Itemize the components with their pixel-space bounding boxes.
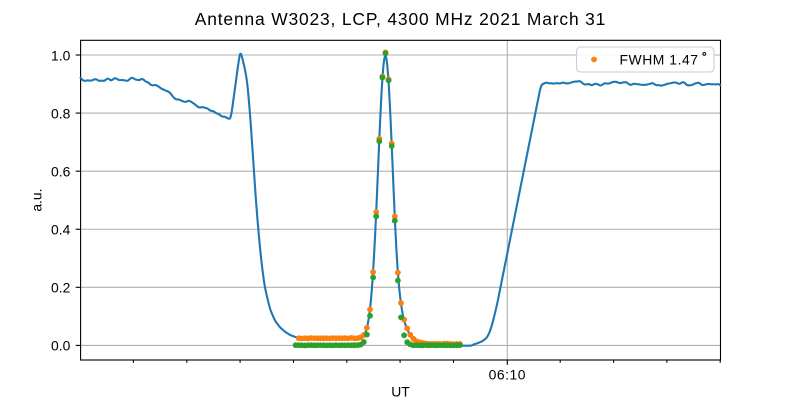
svg-text:Antenna W3023, LCP, 4300 MHz 2: Antenna W3023, LCP, 4300 MHz 2021 March …: [195, 9, 606, 29]
svg-text:FWHM 1.47: FWHM 1.47: [620, 51, 699, 67]
svg-text:0.0: 0.0: [51, 338, 71, 354]
svg-text:UT: UT: [391, 384, 410, 400]
svg-text:0.4: 0.4: [51, 222, 71, 238]
svg-text:06:10: 06:10: [489, 367, 526, 383]
svg-text:0.6: 0.6: [51, 164, 71, 180]
svg-text:1.0: 1.0: [51, 47, 71, 63]
svg-text:0.8: 0.8: [51, 105, 71, 121]
svg-text:a.u.: a.u.: [29, 189, 45, 212]
svg-text:0.2: 0.2: [51, 280, 71, 296]
